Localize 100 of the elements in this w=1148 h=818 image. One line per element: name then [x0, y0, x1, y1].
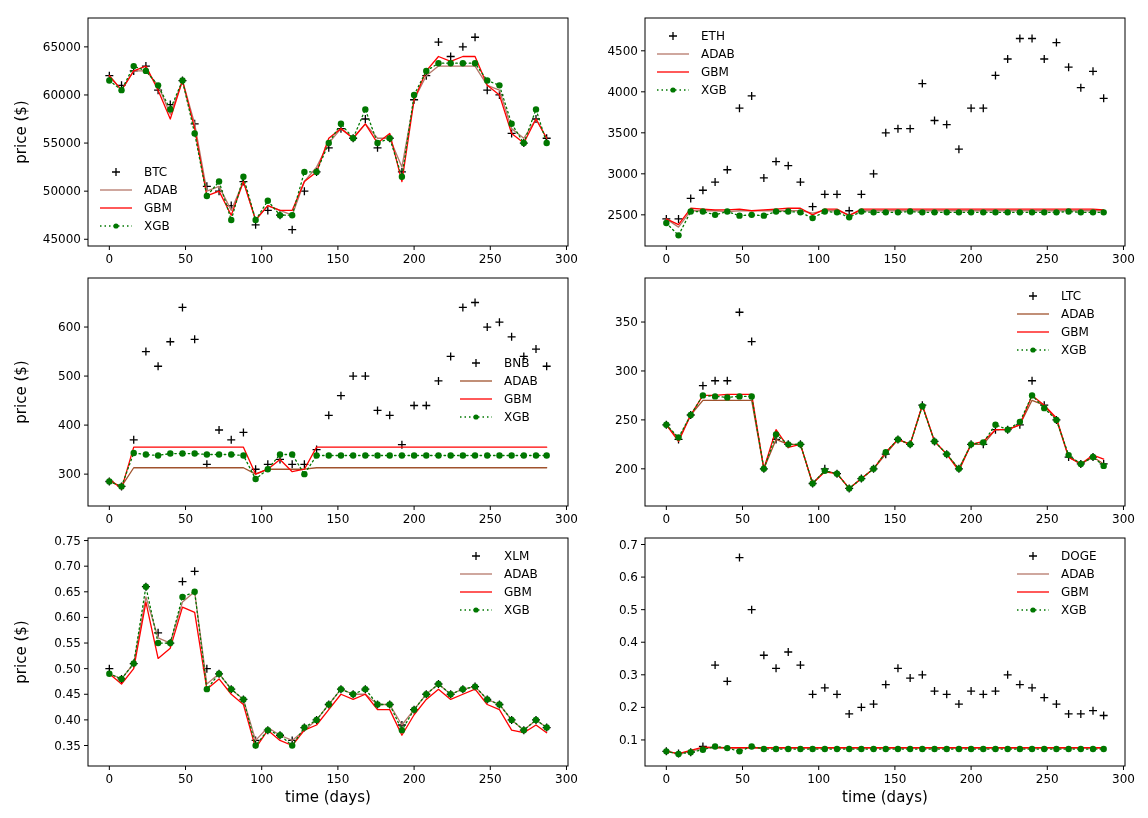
x-tick-label: 300: [1112, 512, 1135, 526]
x-tick-label: 0: [105, 252, 114, 266]
y-tick-label: 3000: [607, 166, 638, 181]
y-tick-label: 0.40: [54, 712, 81, 727]
legend-label: ADAB: [144, 183, 178, 197]
legend-label: XGB: [701, 83, 727, 97]
x-tick-label: 250: [478, 252, 502, 266]
legend-label: XLM: [504, 549, 530, 563]
x-tick-label: 250: [1035, 772, 1059, 786]
y-tick-label: 500: [58, 369, 81, 384]
x-tick-label: 200: [402, 252, 426, 266]
x-tick-label: 100: [250, 252, 274, 266]
x-tick-label: 200: [959, 252, 983, 266]
x-tick-label: 0: [662, 252, 671, 266]
y-axis-title: price ($): [12, 100, 30, 164]
x-tick-label: 250: [478, 772, 502, 786]
x-tick-label: 150: [326, 512, 350, 526]
x-tick-label: 150: [883, 512, 907, 526]
y-tick-label: 0.4: [618, 635, 638, 650]
legend-label: GBM: [1061, 585, 1089, 599]
x-tick-label: 250: [1035, 512, 1059, 526]
x-tick-label: 100: [807, 772, 831, 786]
x-tick-label: 50: [734, 252, 751, 266]
legend-label: LTC: [1061, 289, 1082, 303]
legend-label: XGB: [504, 603, 530, 617]
y-tick-label: 60000: [42, 87, 81, 102]
x-axis-title: time (days): [285, 788, 371, 806]
y-tick-label: 350: [615, 315, 638, 330]
y-tick-label: 0.45: [54, 687, 81, 702]
y-tick-label: 45000: [42, 232, 81, 247]
x-tick-label: 0: [662, 772, 671, 786]
x-tick-label: 100: [250, 772, 274, 786]
x-tick-label: 300: [555, 252, 578, 266]
legend-label: GBM: [701, 65, 729, 79]
x-tick-label: 50: [177, 252, 194, 266]
legend-label: GBM: [144, 201, 172, 215]
y-tick-label: 250: [615, 412, 638, 427]
y-tick-label: 0.70: [54, 559, 81, 574]
x-tick-label: 300: [555, 772, 578, 786]
x-tick-label: 200: [959, 772, 983, 786]
y-tick-label: 3500: [607, 125, 638, 140]
x-tick-label: 150: [883, 772, 907, 786]
legend-label: ADAB: [504, 374, 538, 388]
x-tick-label: 200: [402, 772, 426, 786]
y-tick-label: 0.7: [618, 537, 638, 552]
x-tick-label: 200: [402, 512, 426, 526]
x-tick-label: 300: [555, 512, 578, 526]
legend-label: ADAB: [504, 567, 538, 581]
legend-label: ADAB: [701, 47, 735, 61]
legend-label: GBM: [504, 585, 532, 599]
y-tick-label: 0.35: [54, 738, 81, 753]
x-tick-label: 300: [1112, 252, 1135, 266]
x-tick-label: 150: [326, 772, 350, 786]
y-tick-label: 2500: [607, 207, 638, 222]
y-tick-label: 0.3: [618, 667, 638, 682]
x-axis-title: time (days): [842, 788, 928, 806]
y-tick-label: 400: [58, 418, 81, 433]
y-tick-label: 4000: [607, 84, 638, 99]
y-tick-label: 0.2: [618, 700, 638, 715]
y-tick-label: 0.65: [54, 584, 81, 599]
x-tick-label: 150: [326, 252, 350, 266]
x-tick-label: 100: [250, 512, 274, 526]
legend-label: GBM: [504, 392, 532, 406]
y-axis-title: price ($): [12, 360, 30, 424]
y-tick-label: 0.1: [618, 732, 638, 747]
y-tick-label: 200: [615, 461, 638, 476]
x-tick-label: 300: [1112, 772, 1135, 786]
legend-label: XGB: [504, 410, 530, 424]
legend-label: GBM: [1061, 325, 1089, 339]
legend-label: DOGE: [1061, 549, 1097, 563]
legend-label: BTC: [144, 165, 168, 179]
x-tick-label: 50: [177, 772, 194, 786]
legend-label: XGB: [1061, 343, 1087, 357]
x-tick-label: 50: [177, 512, 194, 526]
y-tick-label: 0.55: [54, 636, 81, 651]
legend-label: XGB: [144, 219, 170, 233]
y-tick-label: 0.5: [618, 602, 638, 617]
y-tick-label: 0.6: [618, 570, 638, 585]
legend-label: ETH: [701, 29, 725, 43]
x-tick-label: 100: [807, 252, 831, 266]
y-tick-label: 4500: [607, 43, 638, 58]
legend-label: ADAB: [1061, 567, 1095, 581]
legend-label: XGB: [1061, 603, 1087, 617]
y-tick-label: 65000: [42, 39, 81, 54]
x-tick-label: 100: [807, 512, 831, 526]
y-tick-label: 55000: [42, 136, 81, 151]
y-tick-label: 0.50: [54, 661, 81, 676]
y-tick-label: 600: [58, 320, 81, 335]
x-tick-label: 150: [883, 252, 907, 266]
legend-label: ADAB: [1061, 307, 1095, 321]
x-tick-label: 200: [959, 512, 983, 526]
y-tick-label: 50000: [42, 184, 81, 199]
x-tick-label: 50: [734, 772, 751, 786]
x-tick-label: 0: [105, 772, 114, 786]
x-tick-label: 250: [1035, 252, 1059, 266]
y-axis-title: price ($): [12, 620, 30, 684]
x-tick-label: 50: [734, 512, 751, 526]
y-tick-label: 0.75: [54, 533, 81, 548]
legend-label: BNB: [504, 356, 530, 370]
y-tick-label: 300: [58, 467, 81, 482]
